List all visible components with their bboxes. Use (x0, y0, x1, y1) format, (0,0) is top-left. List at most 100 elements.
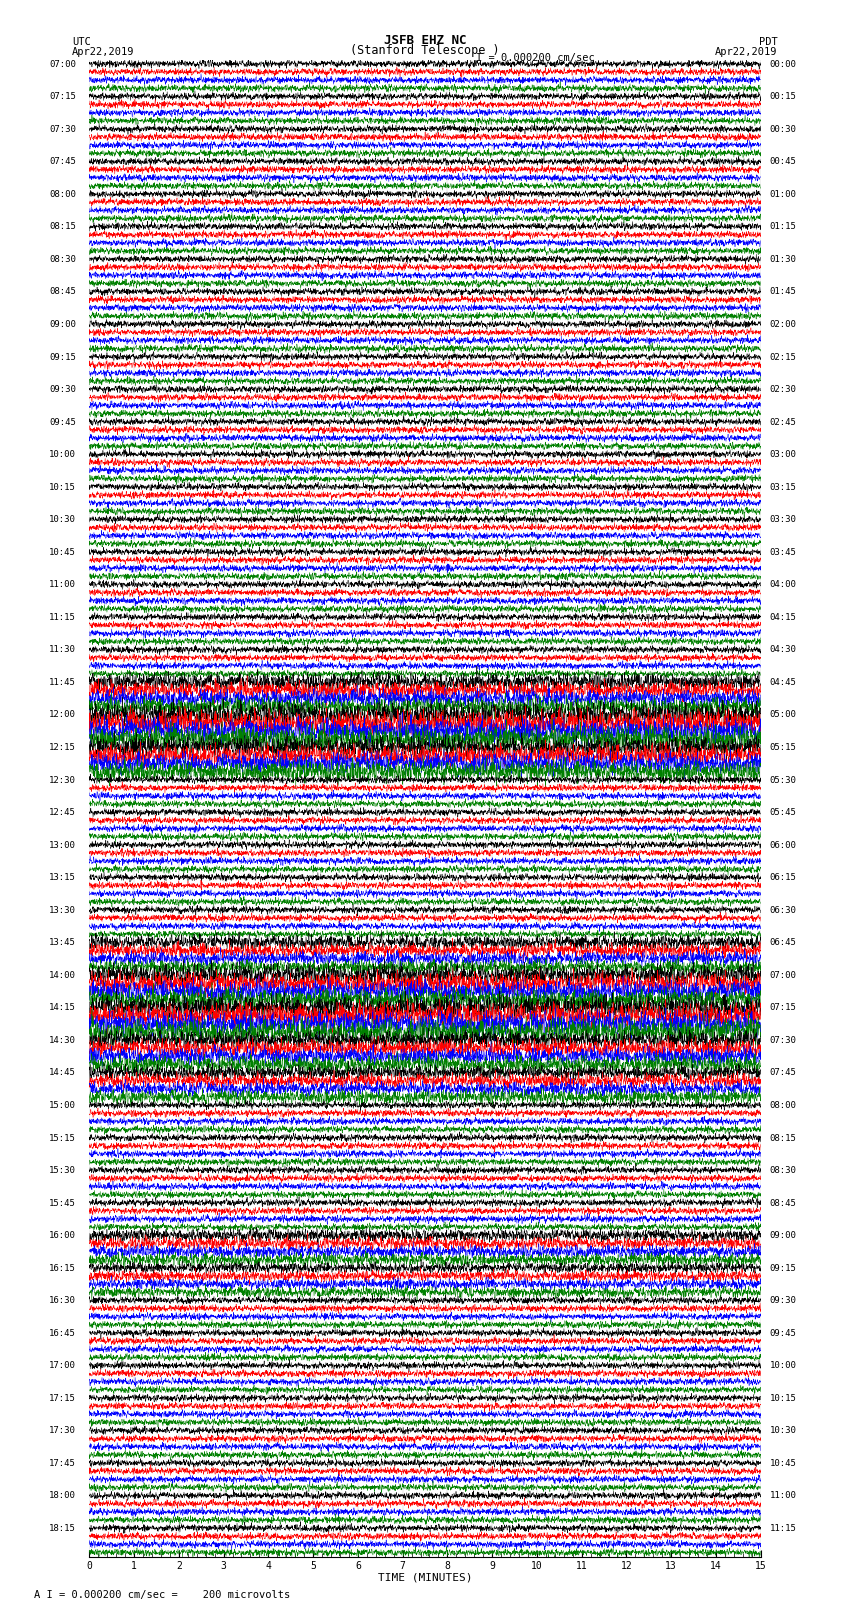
Text: 07:30: 07:30 (770, 1036, 796, 1045)
Text: 04:45: 04:45 (770, 677, 796, 687)
Text: 14:45: 14:45 (49, 1068, 76, 1077)
Text: 01:00: 01:00 (770, 190, 796, 198)
Text: 09:15: 09:15 (49, 353, 76, 361)
Text: 09:00: 09:00 (49, 319, 76, 329)
Text: 11:15: 11:15 (770, 1524, 796, 1532)
Text: I = 0.000200 cm/sec: I = 0.000200 cm/sec (476, 53, 595, 63)
Text: 04:15: 04:15 (770, 613, 796, 623)
Text: A I = 0.000200 cm/sec =    200 microvolts: A I = 0.000200 cm/sec = 200 microvolts (34, 1590, 290, 1600)
Text: 01:45: 01:45 (770, 287, 796, 297)
Text: 14:30: 14:30 (49, 1036, 76, 1045)
Text: 07:00: 07:00 (770, 971, 796, 979)
Text: 09:45: 09:45 (770, 1329, 796, 1337)
Text: 07:15: 07:15 (49, 92, 76, 102)
Text: 01:30: 01:30 (770, 255, 796, 265)
Text: 14:00: 14:00 (49, 971, 76, 979)
Text: 01:15: 01:15 (770, 223, 796, 231)
Text: 08:00: 08:00 (49, 190, 76, 198)
Text: 11:45: 11:45 (49, 677, 76, 687)
Text: 12:45: 12:45 (49, 808, 76, 818)
Text: 10:45: 10:45 (770, 1458, 796, 1468)
Text: 18:15: 18:15 (49, 1524, 76, 1532)
Text: 08:45: 08:45 (770, 1198, 796, 1208)
X-axis label: TIME (MINUTES): TIME (MINUTES) (377, 1573, 473, 1582)
Text: 13:30: 13:30 (49, 907, 76, 915)
Text: 10:00: 10:00 (49, 450, 76, 460)
Text: 14:15: 14:15 (49, 1003, 76, 1013)
Text: 09:00: 09:00 (770, 1231, 796, 1240)
Text: 03:15: 03:15 (770, 482, 796, 492)
Text: 04:00: 04:00 (770, 581, 796, 589)
Text: 07:00: 07:00 (49, 60, 76, 69)
Text: 00:30: 00:30 (770, 124, 796, 134)
Text: 07:45: 07:45 (49, 158, 76, 166)
Text: 17:15: 17:15 (49, 1394, 76, 1403)
Text: 11:00: 11:00 (49, 581, 76, 589)
Text: 16:00: 16:00 (49, 1231, 76, 1240)
Text: 13:45: 13:45 (49, 939, 76, 947)
Text: 15:00: 15:00 (49, 1102, 76, 1110)
Text: 11:00: 11:00 (770, 1492, 796, 1500)
Text: 10:30: 10:30 (770, 1426, 796, 1436)
Text: 10:30: 10:30 (49, 515, 76, 524)
Text: 09:30: 09:30 (770, 1297, 796, 1305)
Text: 10:15: 10:15 (770, 1394, 796, 1403)
Text: 06:00: 06:00 (770, 840, 796, 850)
Text: 17:30: 17:30 (49, 1426, 76, 1436)
Text: 15:45: 15:45 (49, 1198, 76, 1208)
Text: 02:00: 02:00 (770, 319, 796, 329)
Text: 08:45: 08:45 (49, 287, 76, 297)
Text: 03:30: 03:30 (770, 515, 796, 524)
Text: 09:30: 09:30 (49, 386, 76, 394)
Text: 08:15: 08:15 (49, 223, 76, 231)
Text: 02:45: 02:45 (770, 418, 796, 426)
Text: 07:30: 07:30 (49, 124, 76, 134)
Text: 13:15: 13:15 (49, 873, 76, 882)
Text: 11:30: 11:30 (49, 645, 76, 655)
Text: Apr22,2019: Apr22,2019 (72, 47, 135, 56)
Text: 15:30: 15:30 (49, 1166, 76, 1174)
Text: 06:30: 06:30 (770, 907, 796, 915)
Text: PDT: PDT (759, 37, 778, 47)
Text: 00:00: 00:00 (770, 60, 796, 69)
Text: 00:45: 00:45 (770, 158, 796, 166)
Text: 03:00: 03:00 (770, 450, 796, 460)
Text: 16:45: 16:45 (49, 1329, 76, 1337)
Text: 12:00: 12:00 (49, 710, 76, 719)
Text: 09:15: 09:15 (770, 1263, 796, 1273)
Text: 15:15: 15:15 (49, 1134, 76, 1142)
Text: 05:30: 05:30 (770, 776, 796, 784)
Text: 05:15: 05:15 (770, 744, 796, 752)
Text: 03:45: 03:45 (770, 548, 796, 556)
Text: 10:00: 10:00 (770, 1361, 796, 1371)
Text: 12:30: 12:30 (49, 776, 76, 784)
Text: UTC: UTC (72, 37, 91, 47)
Text: 07:45: 07:45 (770, 1068, 796, 1077)
Text: 16:15: 16:15 (49, 1263, 76, 1273)
Text: 07:15: 07:15 (770, 1003, 796, 1013)
Text: 17:45: 17:45 (49, 1458, 76, 1468)
Text: 06:45: 06:45 (770, 939, 796, 947)
Text: 18:00: 18:00 (49, 1492, 76, 1500)
Text: 08:30: 08:30 (49, 255, 76, 265)
Text: 06:15: 06:15 (770, 873, 796, 882)
Text: 16:30: 16:30 (49, 1297, 76, 1305)
Text: 10:45: 10:45 (49, 548, 76, 556)
Text: 04:30: 04:30 (770, 645, 796, 655)
Text: 08:00: 08:00 (770, 1102, 796, 1110)
Text: 00:15: 00:15 (770, 92, 796, 102)
Text: 12:15: 12:15 (49, 744, 76, 752)
Text: 05:00: 05:00 (770, 710, 796, 719)
Text: 05:45: 05:45 (770, 808, 796, 818)
Text: 08:30: 08:30 (770, 1166, 796, 1174)
Text: 02:15: 02:15 (770, 353, 796, 361)
Text: 13:00: 13:00 (49, 840, 76, 850)
Text: 10:15: 10:15 (49, 482, 76, 492)
Text: 11:15: 11:15 (49, 613, 76, 623)
Text: 02:30: 02:30 (770, 386, 796, 394)
Text: 17:00: 17:00 (49, 1361, 76, 1371)
Text: JSFB EHZ NC: JSFB EHZ NC (383, 34, 467, 47)
Text: (Stanford Telescope ): (Stanford Telescope ) (350, 44, 500, 56)
Text: 08:15: 08:15 (770, 1134, 796, 1142)
Text: Apr22,2019: Apr22,2019 (715, 47, 778, 56)
